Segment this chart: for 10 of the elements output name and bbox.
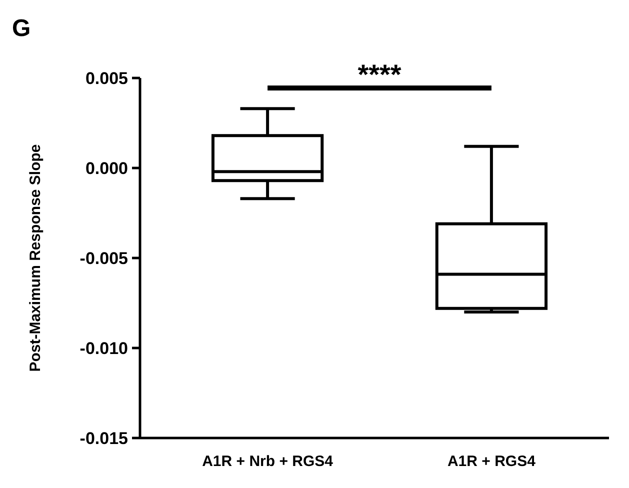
chart-title: G <box>12 15 31 42</box>
y-tick-label: 0.000 <box>85 158 128 178</box>
x-tick-label: A1R + Nrb + RGS4 <box>202 453 334 470</box>
y-tick-label: 0.005 <box>85 68 128 88</box>
y-axis-title: Post-Maximum Response Slope <box>27 144 44 372</box>
annotation: **** <box>358 59 402 90</box>
y-tick-label: -0.010 <box>80 338 128 358</box>
y-tick-label: -0.005 <box>80 248 128 268</box>
x-tick-label: A1R + RGS4 <box>447 453 536 470</box>
y-tick-label: -0.015 <box>80 428 128 448</box>
